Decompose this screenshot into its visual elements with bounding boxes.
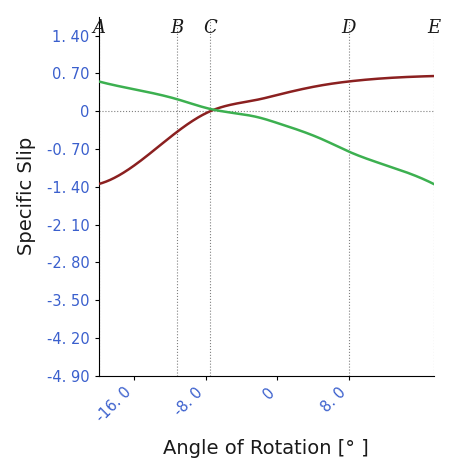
- Text: E: E: [427, 19, 441, 37]
- X-axis label: Angle of Rotation [° ]: Angle of Rotation [° ]: [163, 439, 369, 458]
- Text: C: C: [203, 19, 217, 37]
- Text: B: B: [171, 19, 184, 37]
- Text: A: A: [92, 19, 105, 37]
- Y-axis label: Specific Slip: Specific Slip: [16, 137, 36, 255]
- Text: D: D: [342, 19, 356, 37]
